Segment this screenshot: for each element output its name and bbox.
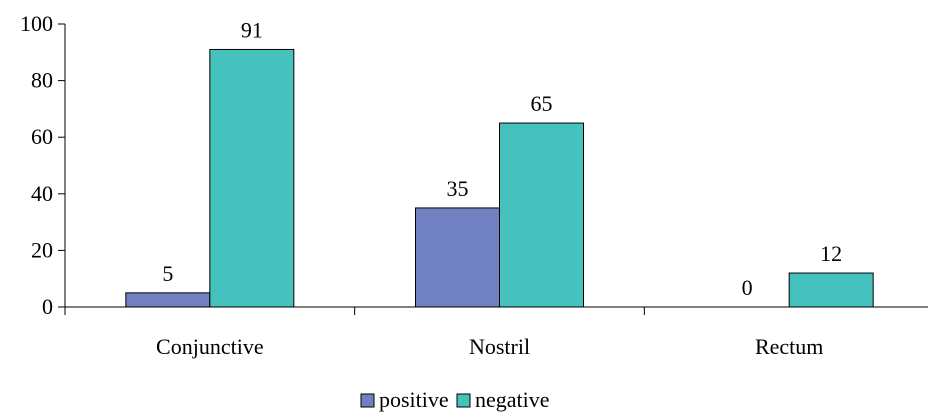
data-label-positive: 0 (742, 275, 753, 300)
bar-positive (125, 292, 211, 308)
y-tick-label: 80 (31, 68, 53, 93)
x-axis: Conjunctive Nostril Rectum (64, 306, 928, 359)
legend-item-positive: positive (360, 387, 449, 412)
legend: positive negative (360, 387, 550, 412)
y-axis: 0 20 40 60 80 100 (20, 11, 66, 319)
data-label-positive: 5 (162, 261, 173, 286)
bars (125, 48, 874, 308)
y-tick-label: 60 (31, 124, 53, 149)
legend-label-negative: negative (475, 387, 550, 412)
legend-item-negative: negative (456, 387, 550, 412)
x-category-label: Conjunctive (156, 334, 264, 359)
legend-label-positive: positive (379, 387, 449, 412)
data-labels: 5 91 35 65 0 12 (162, 17, 842, 300)
data-label-positive: 35 (447, 176, 469, 201)
data-label-negative: 91 (241, 17, 263, 42)
y-tick-label: 40 (31, 181, 53, 206)
data-label-negative: 65 (531, 91, 553, 116)
legend-swatch-negative (456, 393, 471, 408)
data-label-negative: 12 (820, 241, 842, 266)
legend-swatch-positive (360, 393, 375, 408)
y-tick-label: 100 (20, 11, 53, 36)
bar-negative (209, 48, 295, 308)
bar-negative (499, 122, 584, 308)
x-category-label: Rectum (755, 334, 823, 359)
y-tick-label: 20 (31, 237, 53, 262)
bar-positive (415, 207, 500, 308)
bar-negative (788, 272, 874, 308)
y-tick-label: 0 (42, 294, 53, 319)
x-category-label: Nostril (469, 334, 530, 359)
